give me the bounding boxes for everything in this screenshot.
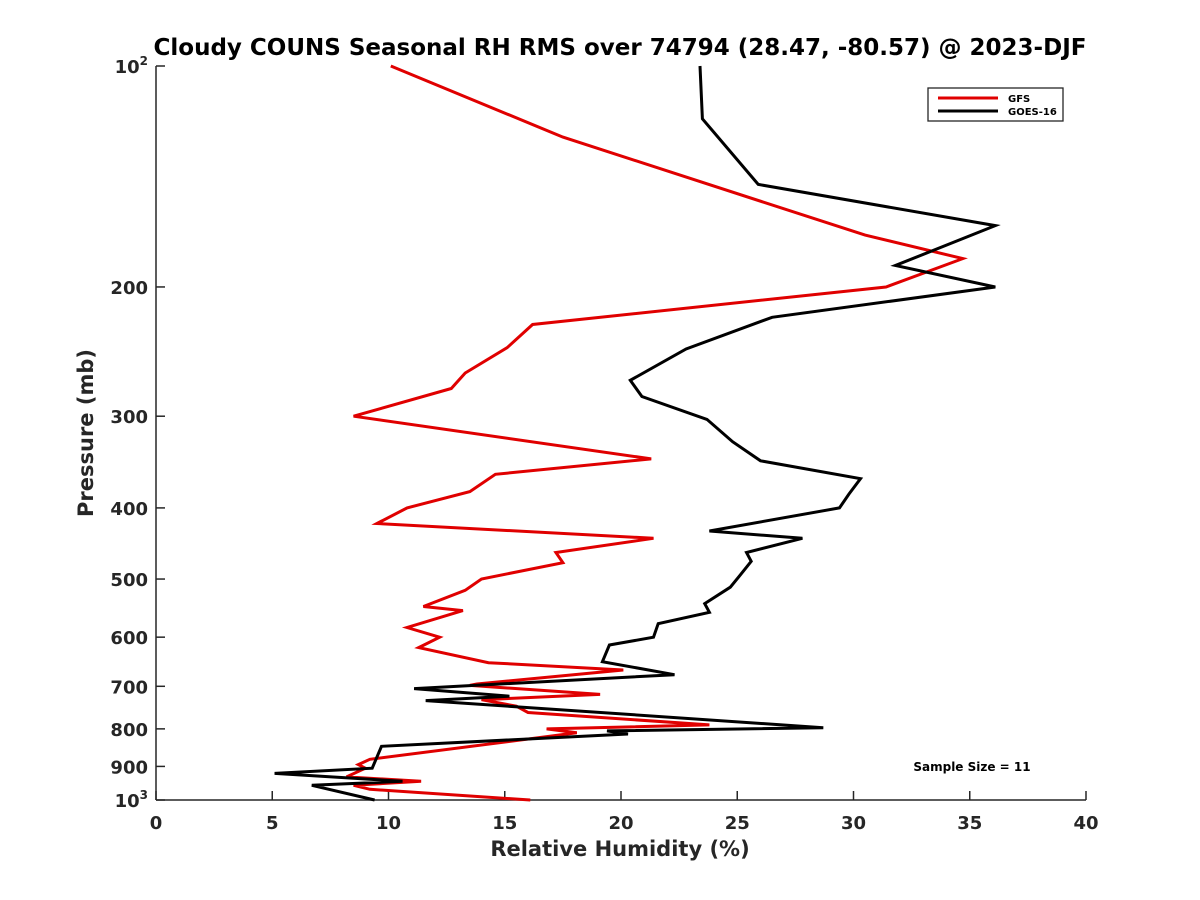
legend-box <box>927 87 1064 122</box>
x-tick-label: 35 <box>957 813 982 834</box>
x-tick-label: 10 <box>376 813 401 834</box>
y-tick-label: 400 <box>110 499 148 520</box>
x-tick-label: 15 <box>492 813 517 834</box>
x-tick-label: 0 <box>150 813 163 834</box>
chart-title: Cloudy COUNS Seasonal RH RMS over 74794 … <box>154 35 1087 61</box>
x-tick-label: 25 <box>725 813 750 834</box>
x-tick-label: 20 <box>608 813 633 834</box>
y-tick-label: 800 <box>110 720 148 741</box>
y-tick-label: 103 <box>115 788 148 812</box>
sample-size-annotation: Sample Size = 11 <box>913 760 1030 774</box>
x-axis-label: Relative Humidity (%) <box>490 837 749 861</box>
series-line-gfs <box>345 64 968 802</box>
y-tick-label: 900 <box>110 757 148 778</box>
y-tick-label: 700 <box>110 677 148 698</box>
y-tick-label: 102 <box>115 54 148 78</box>
x-tick-label: 5 <box>266 813 279 834</box>
plot-area: 0 5 10 15 20 25 30 35 40 102 200 300 400 500 600 700 800… <box>110 54 1098 834</box>
x-tick-label: 40 <box>1073 813 1098 834</box>
series-line-goes-16 <box>274 65 1001 802</box>
y-tick-label: 600 <box>110 628 148 649</box>
legend-label: GOES-16 <box>1008 107 1057 118</box>
y-tick-label: 500 <box>110 570 148 591</box>
x-tick-label: 30 <box>841 813 866 834</box>
legend-label: GFS <box>1008 94 1030 105</box>
y-axis-label: Pressure (mb) <box>74 349 98 517</box>
y-tick-label: 200 <box>110 278 148 299</box>
legend: GFS GOES-16 <box>927 87 1064 122</box>
y-tick-label: 300 <box>110 407 148 428</box>
